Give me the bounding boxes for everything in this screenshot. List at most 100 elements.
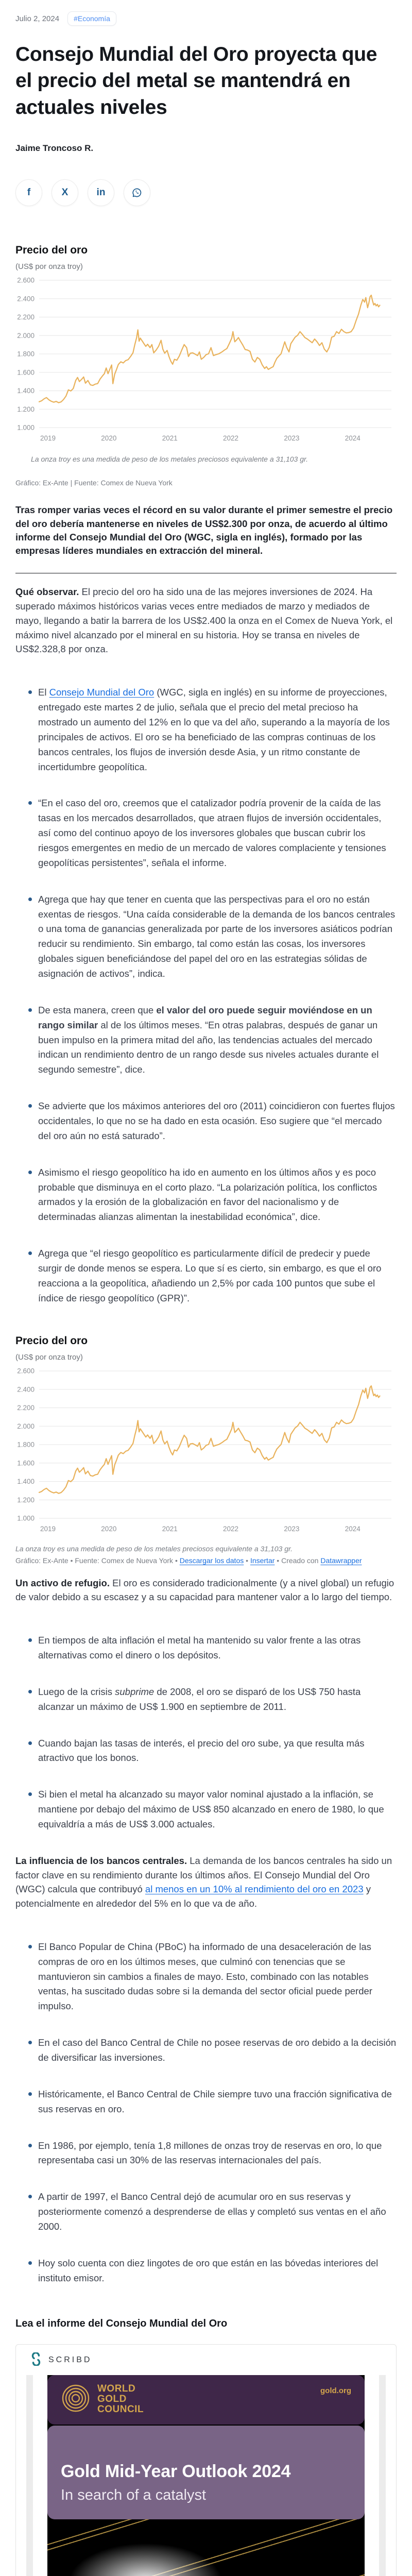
inline-link[interactable]: Insertar: [250, 1556, 275, 1565]
facebook-icon: f: [27, 187, 31, 198]
svg-text:2.400: 2.400: [17, 295, 35, 303]
text-run: A partir de 1997, el Banco Central dejó …: [38, 2191, 386, 2232]
list-item: En 1986, por ejemplo, tenía 1,8 millones…: [28, 2139, 397, 2168]
svg-text:2019: 2019: [40, 1525, 56, 1533]
gold-price-chart-section-2: Precio del oro (US$ por onza troy) 1.000…: [15, 1335, 397, 1565]
list-item: Históricamente, el Banco Central de Chil…: [28, 2087, 397, 2117]
list-item: Se advierte que los máximos anteriores d…: [28, 1099, 397, 1144]
list-item: A partir de 1997, el Banco Central dejó …: [28, 2190, 397, 2234]
text-run: En 1986, por ejemplo, tenía 1,8 millones…: [38, 2140, 382, 2166]
svg-text:2.000: 2.000: [17, 1422, 35, 1430]
article-meta: Julio 2, 2024 #Economía: [15, 11, 397, 26]
share-facebook-button[interactable]: f: [15, 179, 42, 207]
svg-text:1.200: 1.200: [17, 405, 35, 413]
scribd-embed: SCRIBD WORLD GOLD COUNCIL gold.org: [15, 2344, 397, 2576]
scribd-header: SCRIBD: [16, 2345, 396, 2375]
svg-text:2.600: 2.600: [17, 277, 35, 284]
svg-text:2023: 2023: [284, 1525, 299, 1533]
list-item: El Consejo Mundial del Oro (WGC, sigla e…: [28, 685, 397, 774]
x-twitter-icon: X: [61, 187, 68, 198]
list-item: Cuando bajan las tasas de interés, el pr…: [28, 1736, 397, 1766]
share-x-button[interactable]: X: [52, 179, 78, 207]
pdf-viewer: WORLD GOLD COUNCIL gold.org Gold Mid-Yea…: [16, 2375, 396, 2576]
scribd-wordmark[interactable]: SCRIBD: [48, 2355, 92, 2365]
chart-title: Precio del oro: [15, 244, 88, 257]
list-item: El Banco Popular de China (PBoC) ha info…: [28, 1940, 397, 2014]
svg-text:2021: 2021: [162, 1525, 178, 1533]
bold-text: el valor del oro puede seguir moviéndose…: [38, 1004, 372, 1030]
whatsapp-icon: [131, 187, 143, 199]
svg-text:2022: 2022: [223, 434, 238, 442]
bullet-list-bancos: El Banco Popular de China (PBoC) ha info…: [15, 1940, 397, 2286]
scribd-logo-icon: [29, 2351, 43, 2368]
text-run: El: [38, 687, 49, 698]
chart-subtitle: (US$ por onza troy): [15, 262, 83, 272]
author-byline: Jaime Troncoso R.: [15, 143, 94, 154]
text-run: Luego de la crisis: [38, 1686, 115, 1697]
inline-link[interactable]: Datawrapper: [320, 1556, 362, 1565]
inline-link[interactable]: al menos en un 10% al rendimiento del or…: [145, 1884, 364, 1895]
chart-footnote: La onza troy es una medida de peso de lo…: [31, 455, 308, 464]
italic-text: subprime: [115, 1686, 154, 1697]
text-run: En el caso del Banco Central de Chile no…: [38, 2037, 397, 2063]
wgc-logo-text: WORLD GOLD COUNCIL: [97, 2383, 144, 2415]
viewer-gutter-left: [26, 2375, 33, 2576]
svg-text:2.200: 2.200: [17, 313, 35, 321]
svg-text:2.000: 2.000: [17, 332, 35, 340]
list-item: Agrega que “el riesgo geopolítico es par…: [28, 1246, 397, 1306]
text-run: Agrega que hay que tener en cuenta que l…: [38, 893, 396, 979]
share-linkedin-button[interactable]: in: [88, 179, 114, 207]
svg-text:2024: 2024: [345, 1525, 361, 1533]
text-run: El precio del oro ha sido una de las mej…: [15, 586, 393, 655]
svg-text:2.400: 2.400: [17, 1385, 35, 1393]
list-item: “En el caso del oro, creemos que el cata…: [28, 796, 397, 870]
list-item: En el caso del Banco Central de Chile no…: [28, 2036, 397, 2065]
bullet-list-refugio: En tiempos de alta inflación el metal ha…: [15, 1633, 397, 1832]
text-run: El oro es considerado tradicionalmente (…: [15, 1577, 394, 1603]
list-item: De esta manera, creen que el valor del o…: [28, 1003, 397, 1077]
svg-text:1.400: 1.400: [17, 1478, 35, 1485]
lead-paragraph: Tras romper varias veces el récord en su…: [15, 504, 393, 556]
bold-text: Qué observar.: [15, 586, 79, 598]
publish-date: Julio 2, 2024: [15, 14, 60, 23]
inline-link[interactable]: Descargar los datos: [179, 1556, 244, 1565]
report-cover-art: [47, 2519, 365, 2576]
list-item: En tiempos de alta inflación el metal ha…: [28, 1633, 397, 1663]
inline-link[interactable]: Consejo Mundial del Oro: [49, 687, 154, 698]
text-run: Hoy solo cuenta con diez lingotes de oro…: [38, 2257, 379, 2283]
bold-text: Un activo de refugio.: [15, 1577, 110, 1588]
text-run: Agrega que “el riesgo geopolítico es par…: [38, 1248, 382, 1303]
text-run: • Creado con: [274, 1556, 321, 1565]
text-run: Históricamente, el Banco Central de Chil…: [38, 2088, 392, 2114]
text-run: al de los últimos meses. “En otras palab…: [38, 1019, 379, 1075]
svg-text:2021: 2021: [162, 434, 178, 442]
text-run: Si bien el metal ha alcanzado su mayor v…: [38, 1789, 384, 1829]
share-buttons-row: f X in: [15, 179, 397, 207]
svg-text:1.600: 1.600: [17, 1459, 35, 1467]
svg-text:2020: 2020: [101, 1525, 116, 1533]
gold-price-chart-section-1: Precio del oro (US$ por onza troy) 1.000…: [15, 244, 397, 487]
chart-subtitle: (US$ por onza troy): [15, 1352, 83, 1362]
svg-text:1.200: 1.200: [17, 1496, 35, 1503]
svg-text:2020: 2020: [101, 434, 116, 442]
svg-text:1.800: 1.800: [17, 1440, 35, 1448]
share-whatsapp-button[interactable]: [124, 179, 150, 207]
svg-text:2.600: 2.600: [17, 1367, 35, 1375]
list-item: Hoy solo cuenta con diez lingotes de oro…: [28, 2256, 397, 2286]
text-run: La demanda de los bancos centrales ha si…: [15, 1855, 392, 1895]
viewer-gutter-right: [379, 2375, 386, 2576]
svg-text:2022: 2022: [223, 1525, 238, 1533]
pdf-page-preview[interactable]: WORLD GOLD COUNCIL gold.org Gold Mid-Yea…: [47, 2375, 365, 2576]
report-title: Gold Mid-Year Outlook 2024: [61, 2461, 291, 2481]
gold-price-line-chart: 1.000 1.200 1.400 1.600 1.800 2.000 2.200 2.400…: [15, 273, 397, 448]
gold-price-line-chart: 1.000 1.200 1.400 1.600 1.800 2.000 2.200 2.400…: [15, 1364, 397, 1538]
text-run: En tiempos de alta inflación el metal ha…: [38, 1635, 361, 1660]
svg-text:2024: 2024: [345, 434, 361, 442]
svg-text:2019: 2019: [40, 434, 56, 442]
svg-text:1.000: 1.000: [17, 424, 35, 432]
svg-text:1.600: 1.600: [17, 369, 35, 377]
bullet-list-projections: El Consejo Mundial del Oro (WGC, sigla e…: [15, 685, 397, 1306]
category-tag-economia[interactable]: #Economía: [67, 11, 116, 26]
chart-title: Precio del oro: [15, 1334, 88, 1347]
